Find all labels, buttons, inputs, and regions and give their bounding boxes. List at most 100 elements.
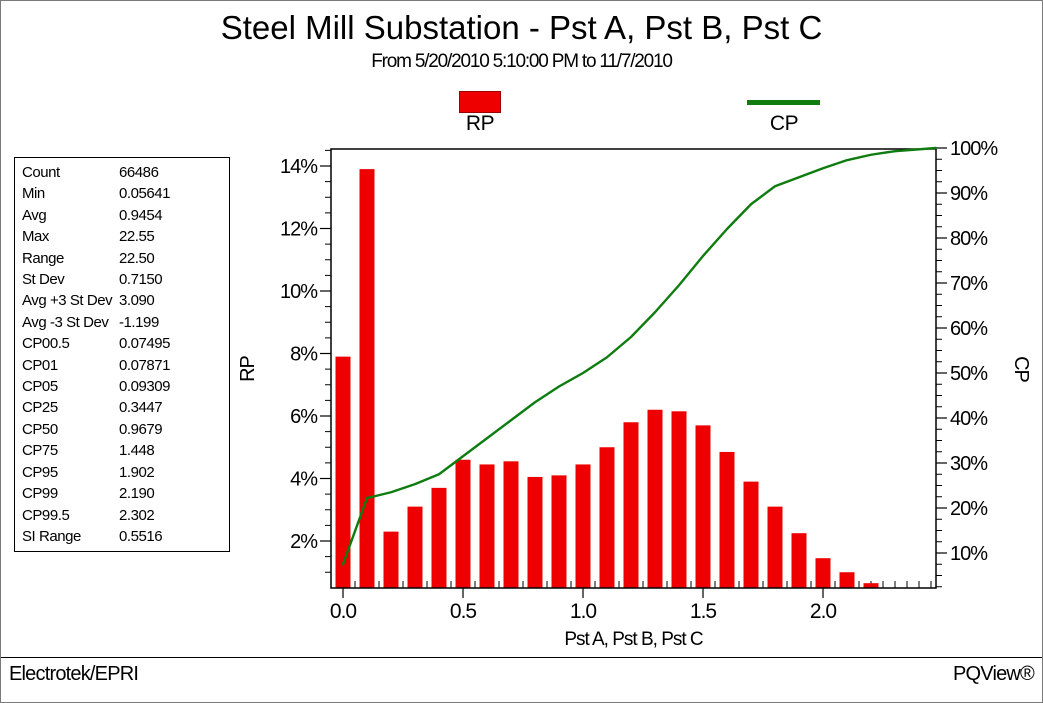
stat-value: -1.199 <box>119 313 159 331</box>
stat-label: CP01 <box>22 356 58 374</box>
stat-row: CP95 1.902 <box>22 462 225 483</box>
stat-label: CP99.5 <box>22 506 70 524</box>
cp-tick-label: 30% <box>950 453 988 475</box>
rp-legend-swatch-icon <box>459 91 501 113</box>
statistics-table: Count 66486 Min 0.05641 Avg 0.9454 Max 22.55 Ran… <box>22 162 225 547</box>
stat-value: 0.7150 <box>119 271 163 289</box>
rp-tick-label: 2% <box>290 531 318 553</box>
rp-bar <box>383 531 399 588</box>
x-tick-label: 0.5 <box>450 600 477 623</box>
stat-value: 0.07495 <box>119 335 171 353</box>
stat-label: Count <box>22 164 60 181</box>
rp-tick-label: 14% <box>280 156 318 178</box>
rp-bar <box>503 461 519 588</box>
stat-row: Avg +3 St Dev 3.090 <box>22 290 225 311</box>
rp-bar <box>767 506 783 588</box>
rp-axis-title: RP <box>237 355 259 381</box>
stat-value: 1.448 <box>119 442 155 460</box>
rp-legend-label: RP <box>465 112 495 135</box>
stat-label: Avg +3 St Dev <box>22 292 113 310</box>
cp-tick-label: 60% <box>950 318 988 340</box>
stat-label: SI Range <box>22 527 81 545</box>
cp-tick-label: 100% <box>950 138 998 160</box>
page-title: Steel Mill Substation - Pst A, Pst B, Ps… <box>220 9 823 46</box>
rp-bar <box>431 487 447 588</box>
stat-row: CP50 0.9679 <box>22 419 225 440</box>
x-tick-label: 1.0 <box>570 600 597 623</box>
stat-row: St Dev 0.7150 <box>22 269 225 290</box>
stat-label: CP95 <box>22 463 58 481</box>
rp-tick-label: 8% <box>290 344 318 366</box>
stat-row: CP75 1.448 <box>22 440 225 461</box>
stat-value: 0.07871 <box>119 356 171 374</box>
cp-axis-title: CP <box>1010 356 1032 382</box>
stat-value: 2.302 <box>119 506 155 524</box>
stat-label: CP50 <box>22 420 58 438</box>
stat-label: St Dev <box>22 271 65 289</box>
cp-legend-line-icon <box>747 100 820 105</box>
rp-bar <box>335 356 351 588</box>
stat-label: Avg <box>22 206 47 224</box>
rp-bar <box>743 481 759 588</box>
stat-row: CP00.5 0.07495 <box>22 333 225 354</box>
cp-curve <box>341 146 937 566</box>
rp-tick-label: 6% <box>290 406 318 428</box>
stat-row: Min 0.05641 <box>22 183 225 204</box>
stat-value: 1.902 <box>119 463 155 481</box>
stat-row: Range 22.50 <box>22 248 225 269</box>
rp-bar <box>695 425 711 588</box>
stat-label: Range <box>22 249 64 267</box>
rp-bar <box>479 464 495 588</box>
rp-bar <box>623 422 639 588</box>
stat-value: 0.05641 <box>119 185 171 203</box>
stat-value: 22.50 <box>119 249 155 267</box>
footer-bar: Electrotek/EPRI PQView® <box>1 657 1042 702</box>
stat-label: CP99 <box>22 485 58 503</box>
stat-label: Min <box>22 185 45 203</box>
plot-border <box>330 148 937 589</box>
stat-row: SI Range 0.5516 <box>22 526 225 547</box>
stat-label: CP75 <box>22 442 58 460</box>
x-tick-label: 1.5 <box>690 600 717 623</box>
cp-tick-label: 40% <box>950 408 988 430</box>
cp-tick-label: 10% <box>950 543 988 565</box>
stat-value: 0.9454 <box>119 206 163 224</box>
stat-row: CP01 0.07871 <box>22 355 225 376</box>
stat-row: CP99 2.190 <box>22 483 225 504</box>
stat-value: 0.09309 <box>119 378 171 396</box>
x-axis-title: Pst A, Pst B, Pst C <box>564 629 703 650</box>
rp-bar <box>791 533 807 588</box>
statistics-panel: Count 66486 Min 0.05641 Avg 0.9454 Max 22.55 Ran… <box>14 157 230 553</box>
stat-row: Avg -3 St Dev -1.199 <box>22 312 225 333</box>
stat-label: CP25 <box>22 399 58 417</box>
rp-tick-label: 10% <box>280 281 318 303</box>
cp-tick-label: 50% <box>950 363 988 385</box>
stat-value: 2.190 <box>119 485 155 503</box>
rp-tick-label: 4% <box>290 469 318 491</box>
rp-bar <box>839 572 855 588</box>
rp-bar <box>527 476 543 588</box>
rp-bar <box>455 459 471 588</box>
rp-bar <box>647 409 663 588</box>
stat-row: Max 22.55 <box>22 226 225 247</box>
stat-label: CP05 <box>22 378 58 396</box>
cp-tick-label: 90% <box>950 183 988 205</box>
rp-bar <box>359 169 375 588</box>
cp-tick-label: 80% <box>950 228 988 250</box>
stat-value: 66486 <box>119 164 159 181</box>
rp-bar <box>551 475 567 588</box>
x-tick-label: 0.0 <box>330 600 357 623</box>
stat-label: Avg -3 St Dev <box>22 313 109 331</box>
rp-bar <box>815 558 831 588</box>
date-range-subtitle: From 5/20/2010 5:10:00 PM to 11/7/2010 <box>371 51 673 72</box>
rp-bar <box>863 583 879 588</box>
stat-row: CP05 0.09309 <box>22 376 225 397</box>
stat-row: CP99.5 2.302 <box>22 505 225 526</box>
stat-value: 3.090 <box>119 292 155 310</box>
rp-bar <box>575 464 591 588</box>
rp-tick-label: 12% <box>280 219 318 241</box>
stat-value: 0.9679 <box>119 420 163 438</box>
stat-row: Count 66486 <box>22 162 225 183</box>
